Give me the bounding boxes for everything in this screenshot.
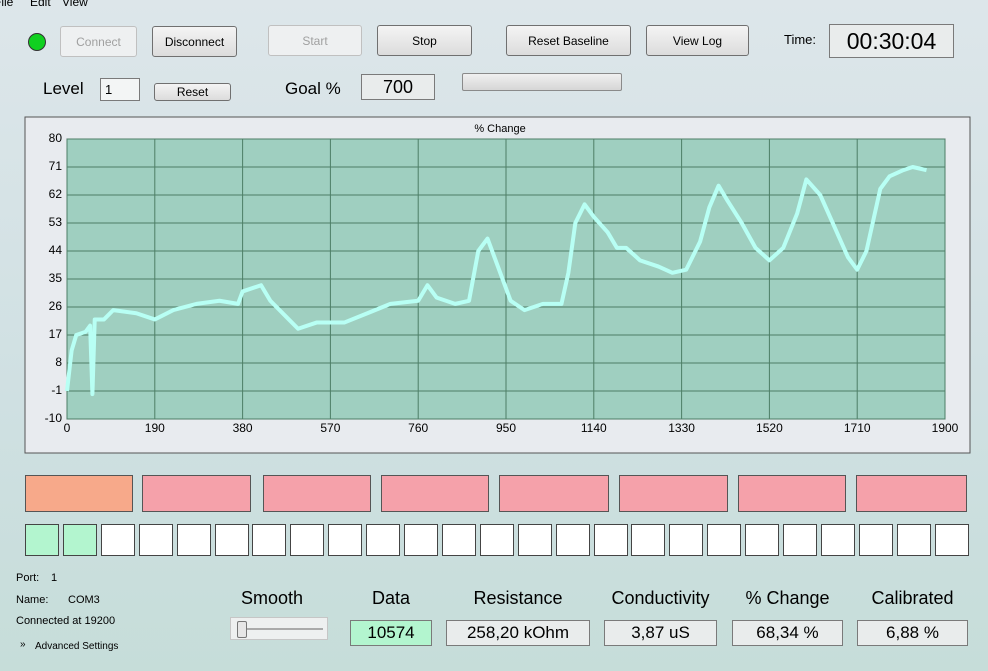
readout-label: Calibrated [871, 588, 954, 608]
level-indicator [142, 475, 251, 512]
y-tick-label: 17 [49, 327, 63, 341]
y-tick-label: 8 [55, 355, 62, 369]
step-indicator [62, 524, 97, 556]
level-indicator [263, 475, 371, 512]
level-indicator [381, 475, 489, 512]
y-tick-label: 26 [49, 299, 63, 313]
goal-label: Goal % [285, 79, 341, 98]
x-tick-label: 570 [320, 421, 340, 435]
y-tick-label: 44 [49, 243, 63, 257]
slider-track [237, 628, 323, 630]
step-indicator [707, 524, 742, 556]
step-indicator [669, 524, 704, 556]
x-tick-label: 380 [233, 421, 253, 435]
step-indicator [479, 524, 514, 556]
chart-title: % Change [474, 123, 525, 135]
level-reset-button[interactable]: Reset [154, 83, 231, 101]
x-tick-label: 1330 [668, 421, 695, 435]
smooth-slider[interactable] [230, 617, 328, 640]
reset-baseline-button[interactable]: Reset Baseline [506, 25, 631, 56]
port-label: Port: [16, 572, 40, 584]
time-label: Time: [784, 32, 817, 47]
step-indicator [555, 524, 590, 556]
view-log-button[interactable]: View Log [646, 25, 749, 56]
x-tick-label: 1520 [756, 421, 783, 435]
step-indicator [593, 524, 628, 556]
step-indicator [404, 524, 438, 556]
readout-value: 258,20 kOhm [446, 620, 590, 646]
step-indicator [896, 524, 931, 556]
step-indicator [100, 524, 135, 556]
step-indicator [441, 524, 476, 556]
y-tick-label: 80 [49, 131, 63, 145]
readout-value: 68,34 % [732, 620, 843, 646]
smooth-label: Smooth [240, 588, 304, 608]
x-tick-label: 0 [64, 421, 71, 435]
start-button[interactable]: Start [268, 25, 362, 56]
advanced-settings[interactable]: Advanced Settings [35, 641, 119, 652]
x-tick-label: 1710 [844, 421, 871, 435]
step-indicator [783, 524, 817, 556]
step-indicator [366, 524, 401, 556]
slider-thumb[interactable] [237, 621, 247, 638]
step-indicator [25, 524, 59, 556]
connection-status: Connected at 19200 [16, 615, 116, 627]
readout-value: 10574 [350, 620, 432, 646]
step-indicator [252, 524, 287, 556]
readout-label: Data [371, 588, 411, 608]
step-indicator [631, 524, 666, 556]
advanced-chevron[interactable]: » [20, 639, 26, 650]
step-indicator [517, 524, 552, 556]
step-indicator [290, 524, 325, 556]
readout-label: % Change [745, 588, 830, 608]
step-indicator [176, 524, 211, 556]
y-tick-label: 62 [49, 187, 63, 201]
step-indicator [138, 524, 173, 556]
menu-view[interactable]: View [62, 0, 88, 9]
step-indicator [820, 524, 855, 556]
name-label: Name: [16, 594, 49, 606]
connect-button[interactable]: Connect [60, 26, 137, 57]
step-indicator [745, 524, 780, 556]
step-indicator [934, 524, 969, 556]
status-led [28, 33, 46, 51]
level-indicator [619, 475, 728, 512]
disconnect-button[interactable]: Disconnect [152, 26, 237, 57]
level-indicator [25, 475, 133, 512]
readout-label: Resistance [473, 588, 563, 608]
readout-value: 3,87 uS [604, 620, 717, 646]
y-tick-label: 53 [49, 215, 63, 229]
readout-label: Conductivity [611, 588, 710, 608]
step-indicator [858, 524, 893, 556]
data-line [65, 165, 927, 397]
progress-bar [462, 73, 622, 91]
x-tick-label: 1900 [932, 421, 959, 435]
level-indicator [499, 475, 609, 512]
goal-display: 700 [361, 74, 435, 100]
y-tick-label: -10 [45, 411, 63, 425]
step-indicator [328, 524, 363, 556]
x-tick-label: 760 [408, 421, 428, 435]
level-indicator [738, 475, 846, 512]
level-label: Level [43, 79, 84, 98]
x-tick-label: 1140 [581, 421, 607, 435]
step-indicator [214, 524, 249, 556]
x-tick-label: 190 [145, 421, 165, 435]
x-tick-label: 950 [496, 421, 516, 435]
level-indicator [856, 475, 967, 512]
time-display: 00:30:04 [829, 24, 954, 58]
y-tick-label: 35 [49, 271, 63, 285]
y-tick-label: -1 [51, 383, 62, 397]
name-value: COM3 [68, 594, 100, 606]
menu-edit[interactable]: Edit [30, 0, 51, 9]
menu-file[interactable]: File [0, 0, 14, 9]
port-value: 1 [51, 572, 58, 584]
stop-button[interactable]: Stop [377, 25, 472, 56]
y-tick-label: 71 [49, 159, 63, 173]
level-input[interactable]: 1 [100, 78, 140, 101]
readout-value: 6,88 % [857, 620, 968, 646]
